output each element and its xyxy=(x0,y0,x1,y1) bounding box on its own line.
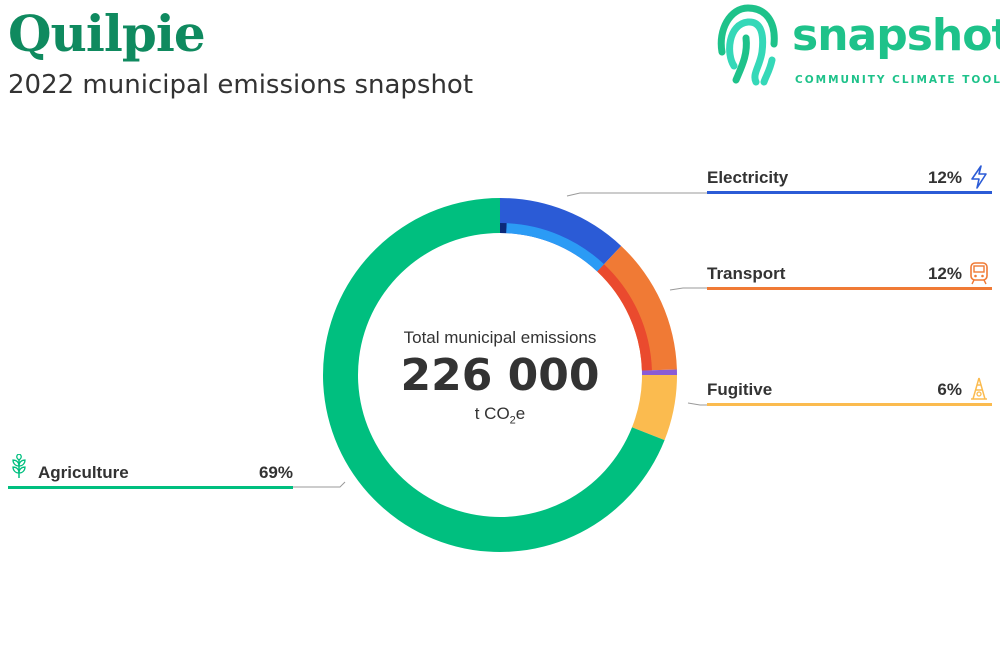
category-percent: 12% xyxy=(927,168,962,187)
center-label: Total municipal emissions xyxy=(403,328,597,347)
train-icon xyxy=(970,262,988,285)
lightning-icon xyxy=(971,165,987,189)
leader-line-agriculture xyxy=(293,481,346,488)
category-rule xyxy=(707,191,992,194)
category-electricity: Electricity 12% xyxy=(707,165,992,194)
leader-line-electricity xyxy=(566,192,707,197)
category-label: Agriculture xyxy=(38,463,129,482)
page-title: Quilpie xyxy=(8,4,206,63)
emissions-unit: t CO2e xyxy=(474,404,526,427)
fingerprint-icon xyxy=(717,4,778,86)
donut-slice-fugitive xyxy=(632,375,677,441)
category-rule xyxy=(8,486,293,489)
category-percent: 69% xyxy=(258,463,293,482)
category-transport: Transport 12% xyxy=(707,262,992,290)
oil-rig-icon xyxy=(971,377,987,400)
donut-subslice-electricity-1 xyxy=(506,223,605,272)
logo-wordmark: snapshot xyxy=(792,10,1000,61)
leader-line-transport xyxy=(669,287,707,291)
donut-subslice-transport-0 xyxy=(597,264,652,371)
category-percent: 6% xyxy=(937,380,962,399)
snapshot-logo[interactable]: snapshot COMMUNITY CLIMATE TOOL xyxy=(712,0,1000,90)
donut-slice-fugitive xyxy=(641,369,677,375)
donut-subslice-electricity-0 xyxy=(500,223,507,234)
logo-tagline: COMMUNITY CLIMATE TOOL xyxy=(795,74,1000,86)
leader-line-fugitive xyxy=(687,402,707,406)
wheat-icon xyxy=(12,454,26,478)
category-fugitive: Fugitive 6% xyxy=(707,377,992,406)
category-percent: 12% xyxy=(927,264,962,283)
category-rule xyxy=(707,287,992,290)
page-subtitle: 2022 municipal emissions snapshot xyxy=(8,70,474,100)
category-label: Transport xyxy=(707,264,786,283)
category-rule xyxy=(707,403,992,406)
category-agriculture: Agriculture 69% xyxy=(8,454,293,489)
total-emissions-value: 226 000 xyxy=(400,350,600,401)
category-label: Fugitive xyxy=(707,380,773,399)
donut-slice-transport xyxy=(597,245,677,371)
category-label: Electricity xyxy=(707,168,789,187)
donut-slice-electricity xyxy=(500,198,622,272)
